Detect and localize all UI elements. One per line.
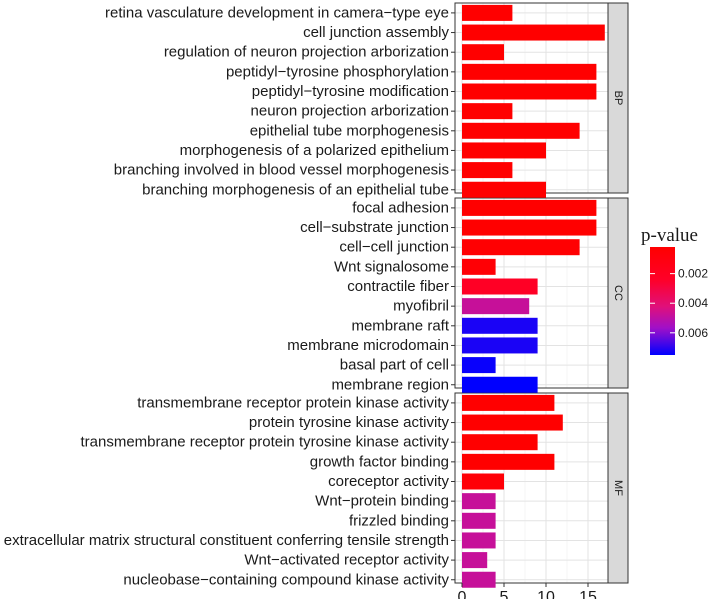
bar-mf-4: [462, 473, 504, 490]
category-label: contractile fiber: [347, 278, 449, 295]
category-label: epithelial tube morphogenesis: [250, 122, 449, 139]
bar-cc-7: [462, 337, 538, 354]
category-label: protein tyrosine kinase activity: [249, 414, 450, 431]
category-label: retina vasculature development in camera…: [105, 4, 449, 21]
x-tick-label: 15: [579, 589, 597, 599]
category-label: membrane microdomain: [287, 337, 449, 354]
category-label: growth factor binding: [310, 453, 449, 470]
bar-bp-5: [462, 103, 513, 120]
bar-bp-1: [462, 24, 605, 41]
bar-cc-8: [462, 357, 496, 374]
category-label: Wnt−protein binding: [315, 493, 449, 510]
bar-cc-6: [462, 317, 538, 334]
category-label: membrane raft: [351, 317, 449, 334]
category-label: basal part of cell: [340, 357, 449, 374]
facet-label-cc: CC: [612, 285, 624, 301]
bar-cc-1: [462, 219, 597, 236]
category-label: Wnt−activated receptor activity: [244, 552, 449, 569]
bar-mf-5: [462, 493, 496, 510]
bar-mf-6: [462, 512, 496, 529]
bar-bp-3: [462, 63, 597, 80]
category-label: cell−substrate junction: [300, 219, 449, 236]
category-label: transmembrane receptor protein tyrosine …: [81, 434, 450, 451]
category-label: myofibril: [393, 298, 449, 315]
facet-strip-bp: [607, 2, 629, 194]
bar-mf-7: [462, 532, 496, 549]
bar-bp-4: [462, 83, 597, 100]
x-tick-label: 10: [537, 589, 555, 599]
category-label: extracellular matrix structural constitu…: [4, 532, 449, 549]
category-label: coreceptor activity: [328, 473, 449, 490]
bar-cc-5: [462, 298, 530, 315]
category-label: morphogenesis of a polarized epithelium: [180, 142, 449, 159]
bar-bp-7: [462, 142, 546, 159]
bar-cc-0: [462, 199, 597, 216]
bar-mf-1: [462, 414, 563, 431]
category-label: membrane region: [331, 376, 449, 393]
facet-strip-mf: [607, 392, 629, 584]
legend-title: p-value: [641, 225, 698, 246]
bar-cc-4: [462, 278, 538, 295]
bar-cc-3: [462, 258, 496, 275]
bar-mf-9: [462, 571, 496, 588]
p-value-legend: p-value 0.002 0.004 0.006: [641, 225, 708, 355]
bar-mf-3: [462, 453, 555, 470]
legend-tick-label: 0.006: [678, 326, 708, 340]
bar-bp-0: [462, 4, 513, 21]
category-label: neuron projection arborization: [251, 103, 449, 120]
category-label: peptidyl−tyrosine phosphorylation: [226, 63, 449, 80]
facet-strip-cc: [607, 197, 629, 389]
category-label: cell−cell junction: [339, 239, 449, 256]
bar-bp-2: [462, 44, 504, 61]
category-label: peptidyl−tyrosine modification: [252, 83, 449, 100]
category-label: focal adhesion: [352, 199, 449, 216]
bar-bp-9: [462, 181, 546, 198]
x-tick-label: 5: [500, 589, 509, 599]
facet-label-mf: MF: [612, 480, 624, 496]
bar-mf-0: [462, 394, 555, 411]
bar-mf-8: [462, 552, 488, 569]
x-tick-label: 0: [458, 589, 467, 599]
bar-mf-2: [462, 434, 538, 451]
category-label: Wnt signalosome: [334, 258, 449, 275]
category-label: frizzled binding: [349, 512, 449, 529]
category-label: transmembrane receptor protein kinase ac…: [137, 394, 449, 411]
legend-tick-label: 0.004: [678, 296, 708, 310]
category-label: regulation of neuron projection arboriza…: [164, 44, 449, 61]
bar-cc-2: [462, 239, 580, 256]
category-label: branching involved in blood vessel morph…: [114, 162, 449, 179]
bar-bp-8: [462, 162, 513, 179]
bar-bp-6: [462, 122, 580, 139]
category-label: branching morphogenesis of an epithelial…: [142, 181, 449, 198]
bar-cc-9: [462, 376, 538, 393]
legend-colorbar: [650, 247, 675, 355]
legend-tick-label: 0.002: [678, 267, 708, 281]
facet-label-bp: BP: [612, 91, 624, 106]
category-label: cell junction assembly: [303, 24, 449, 41]
category-label: nucleobase−containing compound kinase ac…: [123, 571, 449, 588]
